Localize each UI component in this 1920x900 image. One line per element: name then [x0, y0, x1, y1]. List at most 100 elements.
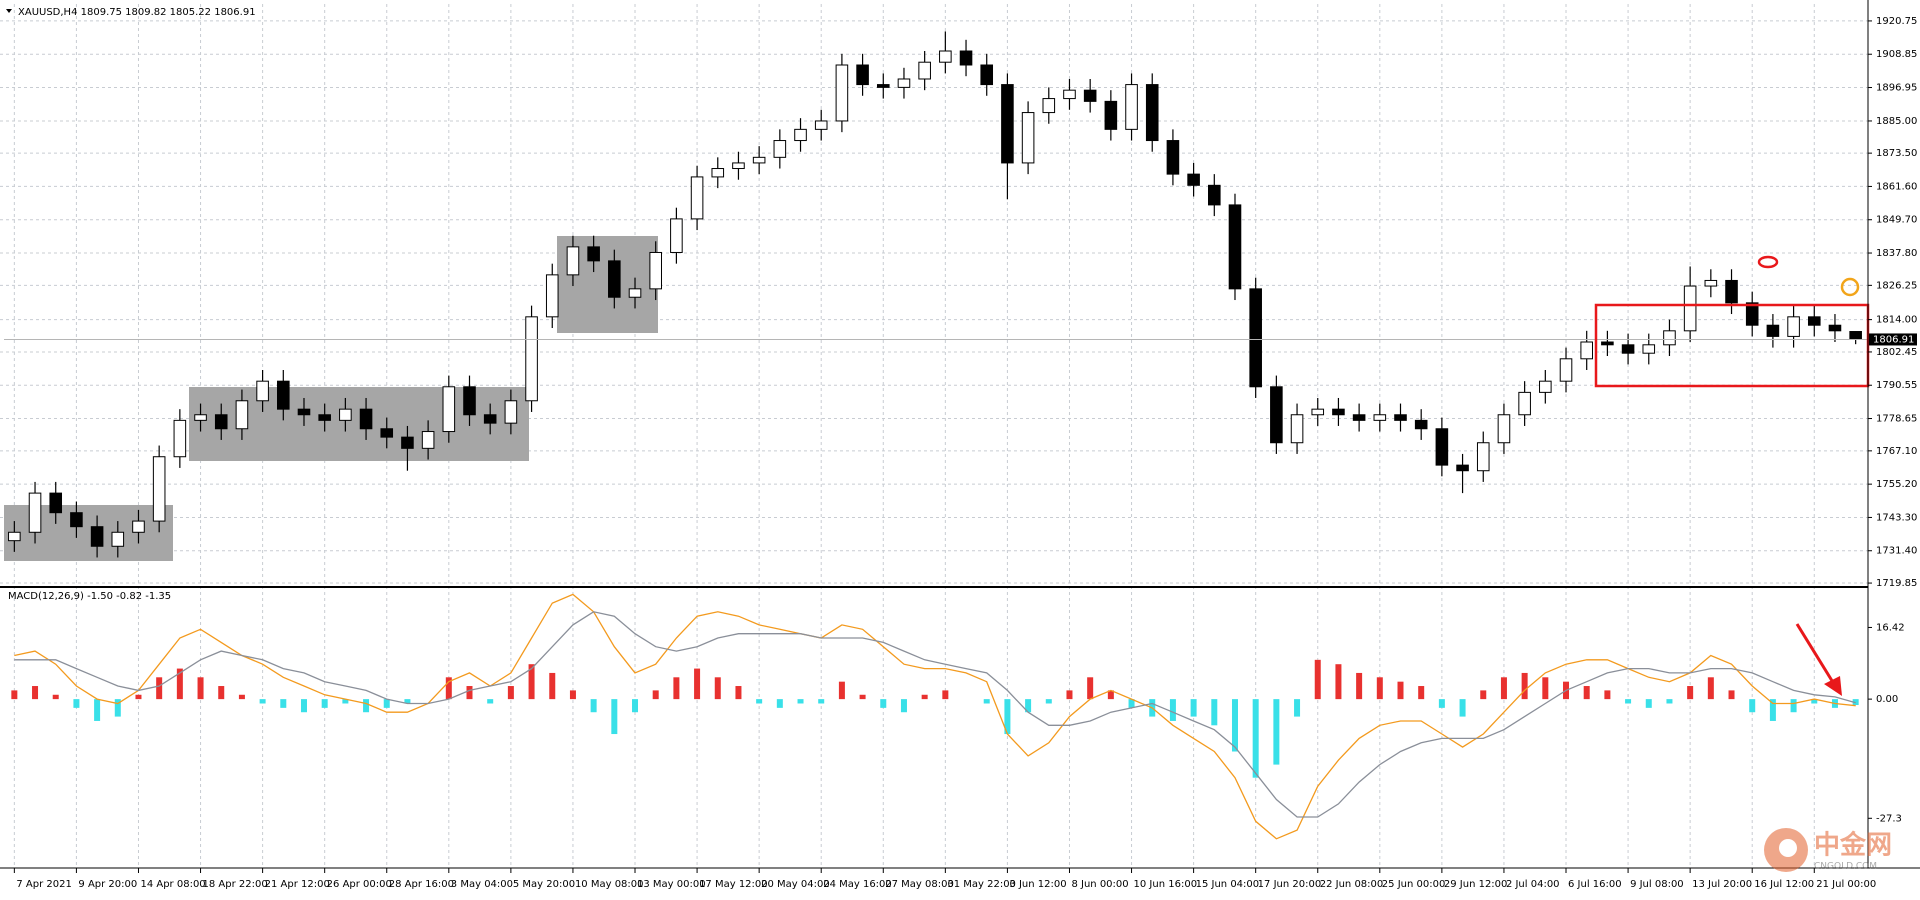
histogram-bar: [73, 699, 80, 708]
histogram-bar: [1190, 699, 1197, 717]
candle-body: [504, 400, 518, 424]
candle-body: [1083, 89, 1097, 102]
candle-body: [1539, 380, 1552, 393]
candle-body: [401, 436, 414, 449]
candle-body: [1187, 173, 1200, 186]
x-tick-label: 10 Jun 16:00: [1134, 879, 1198, 890]
grid: [0, 4, 1868, 865]
histogram-bar: [1500, 677, 1507, 700]
arrow: [1795, 623, 1836, 685]
histogram-bar: [590, 699, 597, 713]
y-tick-label: 1790.55: [1876, 380, 1917, 391]
histogram-bar: [259, 699, 266, 704]
histogram-bar: [1045, 699, 1052, 704]
y-tick-label: 1849.70: [1876, 215, 1917, 226]
histogram-bar: [1583, 686, 1590, 700]
histogram-bar: [1687, 686, 1694, 700]
histogram-bar: [507, 686, 514, 700]
candle-body: [1352, 414, 1366, 421]
arrow-head: [1824, 676, 1842, 696]
histogram-bar: [1376, 677, 1383, 700]
y-tick-label: 1767.10: [1876, 446, 1917, 457]
candle-body: [1021, 112, 1035, 164]
candle-body: [70, 512, 83, 528]
candle-body: [1394, 414, 1407, 421]
histogram-bar: [383, 699, 390, 708]
candle-body: [628, 288, 642, 298]
histogram-bar: [880, 699, 887, 708]
candle-body: [173, 419, 187, 458]
histogram-bar: [321, 699, 328, 708]
candle-body: [939, 50, 952, 63]
candle-body: [1476, 442, 1490, 472]
histogram-bar: [487, 699, 494, 704]
histogram-bar: [569, 690, 576, 700]
histogram-bar: [756, 699, 763, 704]
candle-body: [1683, 285, 1697, 332]
candle-body: [1518, 391, 1531, 416]
histogram-bar: [797, 699, 804, 704]
x-tick-label: 15 Jun 04:00: [1196, 879, 1260, 890]
candle-body: [959, 50, 973, 66]
candle-body: [711, 168, 725, 178]
candle-body: [1414, 419, 1428, 430]
candle-body: [1208, 184, 1221, 206]
x-tick-label: 13 May 00:00: [637, 879, 706, 890]
histogram-bar: [652, 690, 659, 700]
candle-body: [297, 408, 311, 416]
candle-body: [421, 431, 435, 449]
candle-body: [235, 400, 249, 430]
candle-body: [690, 176, 704, 220]
x-tick-label: 16 Jul 12:00: [1754, 879, 1814, 890]
candle-body: [1787, 316, 1800, 337]
candle-body: [1311, 408, 1325, 416]
highlight-ellipse: [1757, 255, 1779, 269]
histogram-bar: [32, 686, 39, 700]
x-tick-label: 6 Jul 16:00: [1568, 879, 1622, 890]
histogram-bar: [280, 699, 287, 708]
x-tick-label: 17 May 12:00: [699, 879, 768, 890]
candle-body: [835, 64, 849, 122]
histogram-bar: [218, 686, 225, 700]
candle-body: [670, 218, 683, 253]
x-tick-label: 21 Apr 12:00: [265, 879, 330, 890]
y-tick-label: 1814.00: [1876, 315, 1917, 326]
histogram-bar: [94, 699, 101, 721]
indicator-title: MACD(12,26,9) -1.50 -0.82 -1.35: [8, 591, 171, 602]
histogram-bar: [197, 677, 204, 700]
y-tick-label: 1873.50: [1876, 148, 1917, 159]
y-tick-label: 1837.80: [1876, 248, 1917, 259]
watermark-text: 中金网: [1814, 830, 1892, 861]
x-tick-label: 22 Jun 08:00: [1320, 879, 1384, 890]
candle-body: [1063, 89, 1076, 100]
histogram-bar: [838, 681, 845, 700]
candle-body: [752, 156, 766, 164]
y-tick-label: 1802.45: [1876, 347, 1917, 358]
x-tick-label: 2 Jul 04:00: [1506, 879, 1560, 890]
menu-arrow[interactable]: [6, 9, 12, 13]
histogram-bar: [1211, 699, 1218, 726]
x-tick-label: 8 Jun 00:00: [1071, 879, 1128, 890]
histogram-bar: [818, 699, 825, 704]
y-tick-label: 1731.40: [1876, 546, 1917, 557]
candle-body: [1745, 302, 1759, 326]
candle-body: [1228, 204, 1242, 290]
candle-body: [8, 531, 21, 542]
histogram-bar: [735, 686, 742, 700]
histogram-bar: [1604, 690, 1611, 700]
candle-body: [794, 128, 807, 142]
last-price-box: [1869, 333, 1917, 346]
histogram-bar: [1273, 699, 1280, 765]
histogram-bar: [445, 677, 452, 700]
histogram-bar: [859, 694, 866, 700]
y-tick-label: 1778.65: [1876, 414, 1917, 425]
histogram-bar: [1314, 659, 1321, 700]
histogram-bar: [404, 699, 411, 704]
histogram-bar: [1521, 672, 1528, 700]
candle-body: [483, 414, 497, 424]
histogram-bar: [632, 699, 639, 713]
x-tick-label: 3 May 04:00: [451, 879, 513, 890]
histogram-bar: [238, 694, 245, 700]
y-tick-label: 1719.85: [1876, 578, 1917, 589]
candle-body: [318, 414, 331, 421]
